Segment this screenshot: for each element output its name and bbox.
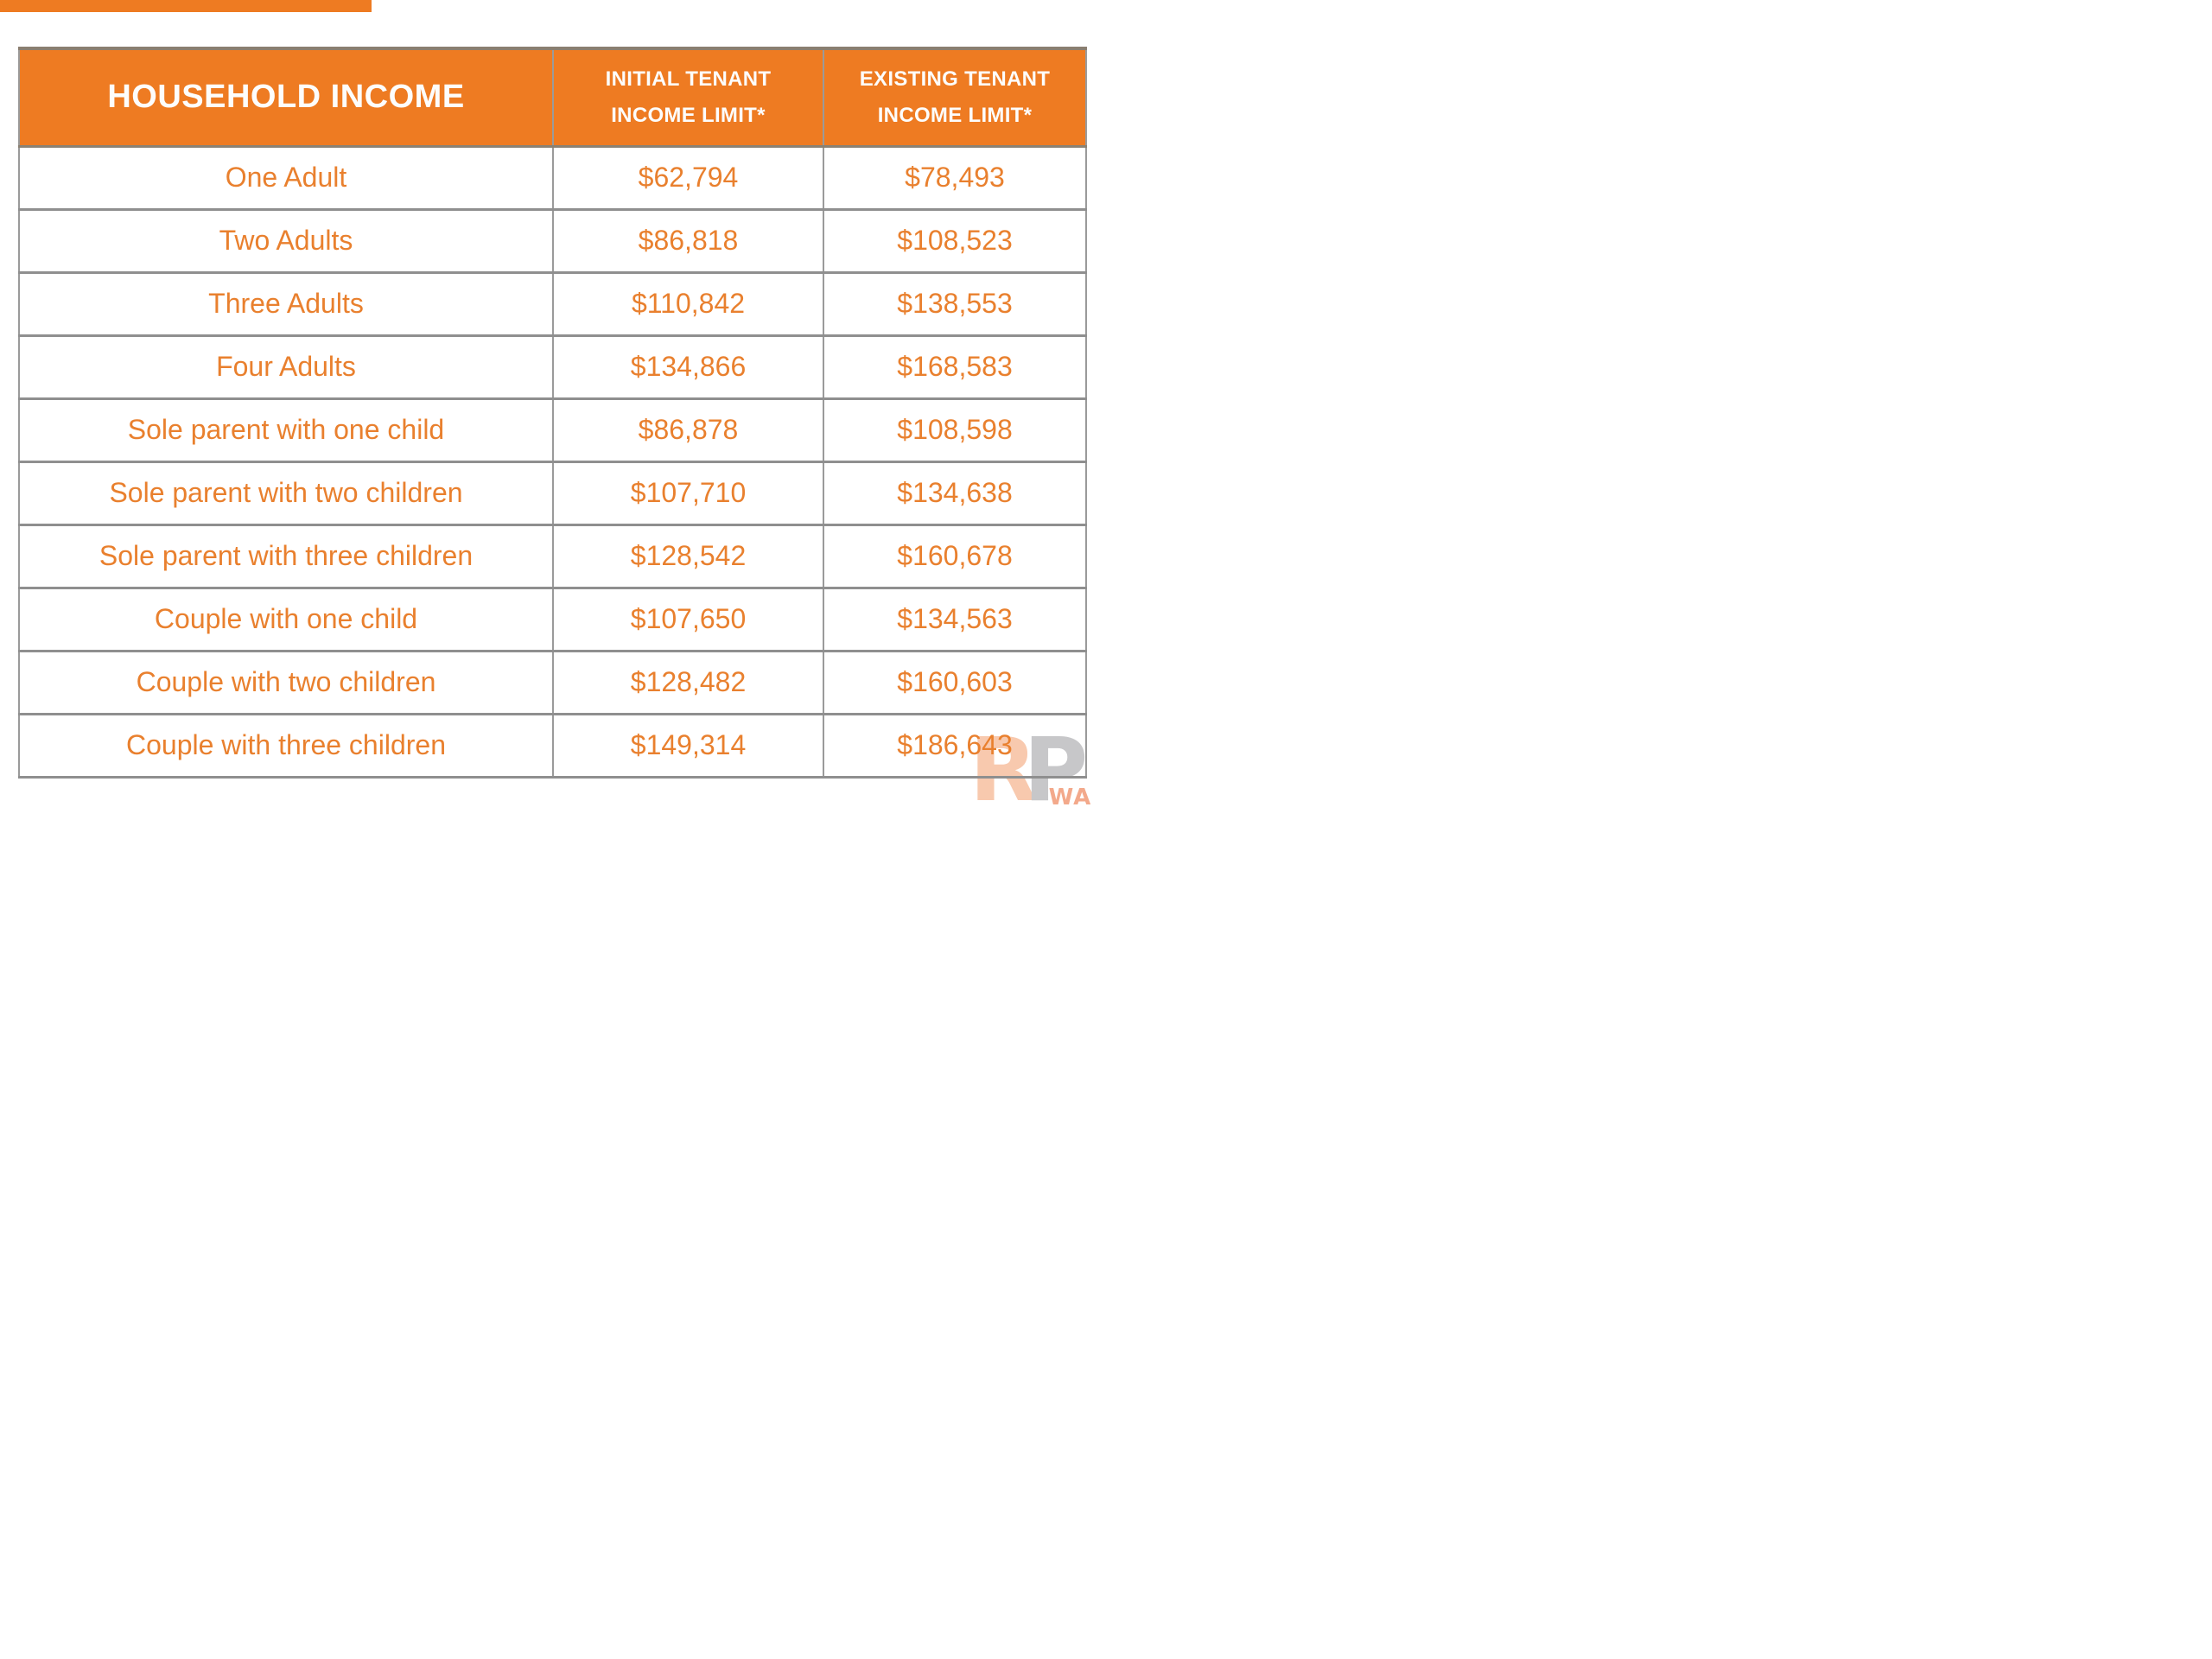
initial-limit-cell: $62,794 bbox=[552, 144, 824, 211]
header-initial-line1: INITIAL TENANT bbox=[605, 67, 772, 91]
initial-limit-cell: $86,818 bbox=[552, 207, 824, 274]
household-type-cell: Sole parent with two children bbox=[18, 460, 554, 526]
household-type-cell: Two Adults bbox=[18, 207, 554, 274]
initial-limit-cell: $149,314 bbox=[552, 712, 824, 779]
initial-limit-cell: $107,710 bbox=[552, 460, 824, 526]
initial-limit-cell: $128,542 bbox=[552, 523, 824, 589]
existing-limit-cell: $168,583 bbox=[823, 334, 1087, 400]
table-row: Four Adults $134,866 $168,583 bbox=[18, 334, 1087, 400]
header-household-income: HOUSEHOLD INCOME bbox=[18, 47, 554, 148]
household-type-cell: Couple with one child bbox=[18, 586, 554, 652]
header-existing-line1: EXISTING TENANT bbox=[859, 67, 1051, 91]
initial-limit-cell: $134,866 bbox=[552, 334, 824, 400]
household-type-cell: Sole parent with three children bbox=[18, 523, 554, 589]
table-row: Couple with one child $107,650 $134,563 bbox=[18, 586, 1087, 652]
table-row: Couple with two children $128,482 $160,6… bbox=[18, 649, 1087, 715]
table-row: Three Adults $110,842 $138,553 bbox=[18, 270, 1087, 337]
existing-limit-cell: $160,678 bbox=[823, 523, 1087, 589]
header-initial-tenant-limit: INITIAL TENANT INCOME LIMIT* bbox=[552, 47, 824, 148]
household-type-cell: Couple with two children bbox=[18, 649, 554, 715]
initial-limit-cell: $86,878 bbox=[552, 397, 824, 463]
household-type-cell: One Adult bbox=[18, 144, 554, 211]
header-initial-line2: INCOME LIMIT* bbox=[611, 103, 766, 127]
household-type-cell: Four Adults bbox=[18, 334, 554, 400]
initial-limit-cell: $107,650 bbox=[552, 586, 824, 652]
table-row: Couple with three children $149,314 $186… bbox=[18, 712, 1087, 779]
existing-limit-cell: $160,603 bbox=[823, 649, 1087, 715]
existing-limit-cell: $138,553 bbox=[823, 270, 1087, 337]
table-row: One Adult $62,794 $78,493 bbox=[18, 144, 1087, 211]
initial-limit-cell: $110,842 bbox=[552, 270, 824, 337]
existing-limit-cell: $134,638 bbox=[823, 460, 1087, 526]
household-income-table: HOUSEHOLD INCOME INITIAL TENANT INCOME L… bbox=[18, 47, 1087, 779]
existing-limit-cell: $108,598 bbox=[823, 397, 1087, 463]
household-type-cell: Sole parent with one child bbox=[18, 397, 554, 463]
header-existing-tenant-limit: EXISTING TENANT INCOME LIMIT* bbox=[823, 47, 1087, 148]
table-row: Sole parent with two children $107,710 $… bbox=[18, 460, 1087, 526]
initial-limit-cell: $128,482 bbox=[552, 649, 824, 715]
household-type-cell: Three Adults bbox=[18, 270, 554, 337]
existing-limit-cell: $186,643 bbox=[823, 712, 1087, 779]
header-existing-line2: INCOME LIMIT* bbox=[877, 103, 1033, 127]
existing-limit-cell: $108,523 bbox=[823, 207, 1087, 274]
existing-limit-cell: $78,493 bbox=[823, 144, 1087, 211]
income-limits-table-container: HOUSEHOLD INCOME INITIAL TENANT INCOME L… bbox=[18, 47, 1087, 779]
table-row: Sole parent with three children $128,542… bbox=[18, 523, 1087, 589]
existing-limit-cell: $134,563 bbox=[823, 586, 1087, 652]
table-row: Two Adults $86,818 $108,523 bbox=[18, 207, 1087, 274]
header-row: HOUSEHOLD INCOME INITIAL TENANT INCOME L… bbox=[18, 47, 1087, 148]
watermark-wa-text: WA bbox=[1048, 784, 1092, 810]
top-edge-orange-strip bbox=[0, 0, 372, 12]
household-type-cell: Couple with three children bbox=[18, 712, 554, 779]
table-row: Sole parent with one child $86,878 $108,… bbox=[18, 397, 1087, 463]
